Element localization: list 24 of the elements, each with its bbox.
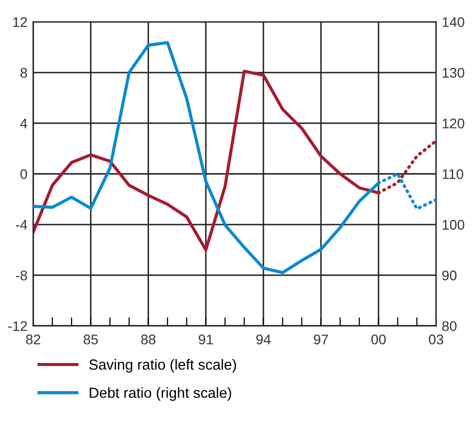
y-tick-label: 12 xyxy=(13,17,27,27)
y2-tick-label: 140 xyxy=(442,17,464,28)
legend-label: Debt ratio (right scale) xyxy=(90,387,232,401)
y2-tick-label: 130 xyxy=(442,68,464,78)
y2-tick-label: 80 xyxy=(442,321,457,332)
x-tick-label: 03 xyxy=(428,334,444,344)
y2-tick-label: 110 xyxy=(442,169,464,180)
y2-tick-label: 90 xyxy=(442,270,457,280)
y-tick-label: -8 xyxy=(16,270,28,280)
x-tick-label: 85 xyxy=(84,334,98,344)
x-tick-label: 82 xyxy=(26,334,40,344)
y-tick-label: -12 xyxy=(8,321,27,331)
legend-label: Saving ratio (left scale) xyxy=(89,359,236,373)
y-tick-label: 8 xyxy=(20,68,28,78)
y-tick-label: -4 xyxy=(16,220,28,230)
y-tick-label: 4 xyxy=(20,118,28,128)
y2-tick-label: 100 xyxy=(442,220,464,230)
x-tick-label: 94 xyxy=(256,334,271,344)
x-tick-label: 91 xyxy=(198,334,213,344)
x-tick-label: 97 xyxy=(314,334,328,344)
x-tick-label: 00 xyxy=(371,334,386,344)
x-tick-label: 88 xyxy=(141,334,156,344)
y2-tick-label: 120 xyxy=(442,118,464,128)
y-tick-label: 0 xyxy=(20,169,28,180)
